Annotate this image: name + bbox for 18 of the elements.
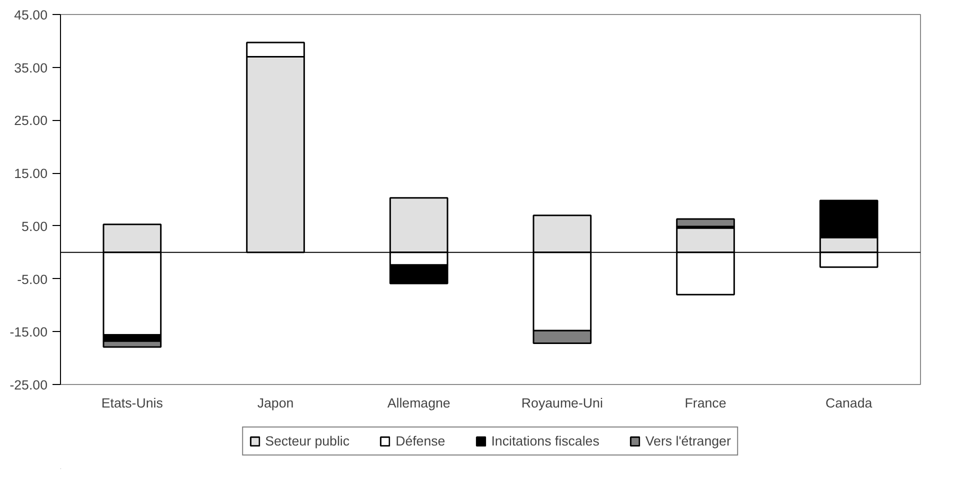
x-tick-label: Canada	[825, 396, 873, 410]
x-tick-label: Royaume-Uni	[521, 396, 603, 410]
x-tick-label: Allemagne	[387, 396, 450, 410]
y-tick-label: -15.00	[10, 324, 48, 340]
legend-label: Défense	[396, 434, 446, 448]
y-tick-label: 35.00	[14, 60, 48, 76]
legend-label: Incitations fiscales	[491, 434, 600, 448]
y-tick-label: 5.00	[22, 218, 48, 234]
x-tick-label: Etats-Unis	[101, 396, 164, 410]
y-tick-label: -25.00	[10, 378, 48, 392]
x-tick-label: Japon	[257, 396, 294, 410]
y-tick-label: 25.00	[14, 113, 48, 128]
legend-label: Secteur public	[265, 434, 350, 448]
y-tick-label: 45.00	[14, 8, 48, 22]
y-tick-label: -5.00	[17, 272, 48, 287]
y-tick-label: 15.00	[14, 166, 48, 182]
legend-label: Vers l'étranger	[645, 434, 731, 448]
x-tick-label: France	[684, 396, 726, 410]
